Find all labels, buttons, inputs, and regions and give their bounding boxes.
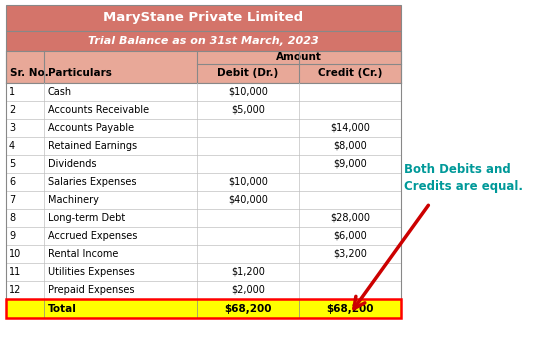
Text: $10,000: $10,000 [228, 177, 268, 187]
Text: 2: 2 [9, 105, 15, 115]
Text: $68,200: $68,200 [327, 303, 374, 314]
Text: $10,000: $10,000 [228, 87, 268, 97]
Text: $68,200: $68,200 [224, 303, 272, 314]
Text: 3: 3 [9, 123, 15, 133]
Text: Retained Earnings: Retained Earnings [48, 141, 137, 151]
Text: 5: 5 [9, 159, 15, 169]
Text: 12: 12 [9, 285, 21, 295]
Text: 1: 1 [9, 87, 15, 97]
Bar [6, 245, 401, 263]
Text: Rental Income: Rental Income [48, 249, 118, 259]
Bar [6, 137, 401, 155]
Text: 8: 8 [9, 213, 15, 223]
Text: 10: 10 [9, 249, 21, 259]
Text: Accrued Expenses: Accrued Expenses [48, 231, 138, 241]
Text: Salaries Expenses: Salaries Expenses [48, 177, 136, 187]
Text: 7: 7 [9, 195, 15, 205]
Bar [6, 299, 401, 318]
Text: 9: 9 [9, 231, 15, 241]
Bar [6, 299, 401, 318]
Text: Both Debits and
Credits are equal.: Both Debits and Credits are equal. [404, 163, 523, 193]
Text: $5,000: $5,000 [231, 105, 265, 115]
Text: Long-term Debt: Long-term Debt [48, 213, 125, 223]
Text: $9,000: $9,000 [333, 159, 367, 169]
Bar [6, 209, 401, 227]
Text: Machinery: Machinery [48, 195, 99, 205]
Text: Sr. No.: Sr. No. [10, 69, 49, 78]
Text: Utilities Expenses: Utilities Expenses [48, 267, 135, 277]
Text: 11: 11 [9, 267, 21, 277]
Text: Trial Balance as on 31st March, 2023: Trial Balance as on 31st March, 2023 [88, 36, 319, 46]
Bar [6, 119, 401, 137]
Bar [6, 101, 401, 119]
Text: 6: 6 [9, 177, 15, 187]
Text: Accounts Receivable: Accounts Receivable [48, 105, 149, 115]
Text: $6,000: $6,000 [333, 231, 367, 241]
Bar [6, 263, 401, 281]
Text: Particulars: Particulars [48, 69, 112, 78]
Bar [6, 281, 401, 299]
Text: 4: 4 [9, 141, 15, 151]
Text: Debit (Dr.): Debit (Dr.) [217, 69, 278, 78]
Text: MaryStane Private Limited: MaryStane Private Limited [103, 12, 304, 24]
Bar [6, 191, 401, 209]
Text: Prepaid Expenses: Prepaid Expenses [48, 285, 134, 295]
Text: Total: Total [48, 303, 77, 314]
Text: $28,000: $28,000 [330, 213, 370, 223]
Text: Dividends: Dividends [48, 159, 97, 169]
Bar [6, 227, 401, 245]
Text: Credit (Cr.): Credit (Cr.) [318, 69, 382, 78]
Text: Cash: Cash [48, 87, 72, 97]
Bar [6, 173, 401, 191]
Text: Accounts Payable: Accounts Payable [48, 123, 134, 133]
Bar [6, 51, 401, 83]
Text: $40,000: $40,000 [228, 195, 268, 205]
Bar [6, 155, 401, 173]
Text: $8,000: $8,000 [333, 141, 367, 151]
Bar [6, 5, 401, 31]
Text: Amount: Amount [276, 53, 322, 62]
Bar [6, 31, 401, 51]
Text: $2,000: $2,000 [231, 285, 265, 295]
Text: $14,000: $14,000 [330, 123, 370, 133]
Text: $1,200: $1,200 [231, 267, 265, 277]
Bar [6, 83, 401, 101]
Text: $3,200: $3,200 [333, 249, 367, 259]
